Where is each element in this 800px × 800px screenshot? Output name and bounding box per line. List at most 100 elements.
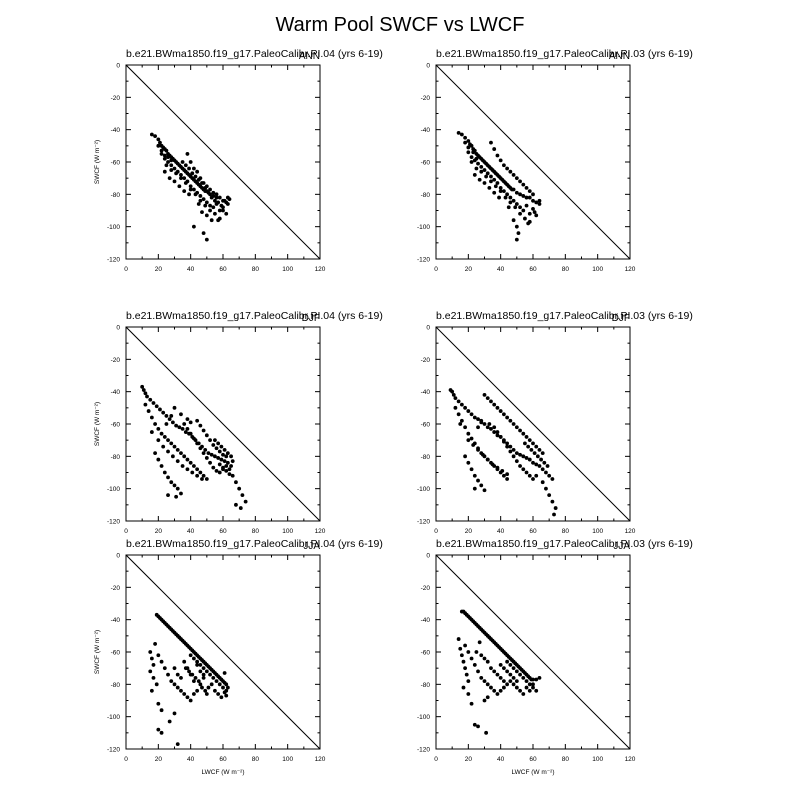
data-point (531, 685, 535, 690)
data-point (211, 205, 216, 210)
data-point (516, 231, 521, 236)
scatter-panel-1: 0 20 40 60 80 100 120 0 -20 -40 -60 -80 -100 -120 b.e2… (94, 48, 383, 273)
data-point (143, 402, 148, 407)
data-point (209, 452, 214, 457)
y-tick-label: -100 (107, 224, 120, 231)
data-point (482, 679, 487, 683)
data-point (198, 669, 203, 674)
data-point (492, 402, 497, 407)
data-point (185, 417, 190, 422)
data-point (492, 669, 497, 674)
data-point (514, 669, 519, 674)
data-point (148, 650, 153, 654)
data-point (529, 447, 534, 452)
data-point (518, 452, 522, 457)
data-point (531, 460, 535, 465)
data-point (169, 163, 174, 168)
data-point (476, 161, 480, 166)
data-point (498, 189, 503, 194)
data-point (164, 148, 169, 153)
data-point (162, 435, 167, 439)
data-point (214, 192, 219, 197)
data-point (183, 666, 188, 671)
data-point (187, 166, 191, 171)
data-point (201, 666, 206, 671)
data-point (521, 208, 526, 213)
data-point (222, 671, 227, 675)
data-point (192, 692, 196, 696)
data-point (234, 502, 238, 507)
data-point (222, 447, 227, 452)
data-point (489, 174, 493, 179)
data-point (224, 693, 229, 698)
data-point (193, 675, 198, 680)
data-point (201, 428, 206, 433)
data-point (143, 391, 148, 396)
x-tick-label: 100 (282, 266, 293, 273)
data-point (172, 711, 177, 716)
data-point (495, 405, 500, 410)
data-point (531, 441, 535, 446)
data-point (511, 675, 516, 680)
data-point (463, 135, 467, 140)
figure-title: Warm Pool SWCF vs LWCF (276, 14, 525, 36)
x-tick-label: 20 (465, 528, 473, 535)
data-point (472, 663, 477, 667)
data-point (159, 431, 164, 436)
data-point (506, 205, 511, 210)
data-point (243, 499, 248, 504)
data-point (511, 454, 516, 459)
data-point (498, 688, 503, 693)
data-point (183, 181, 188, 185)
data-point (540, 451, 545, 455)
data-point (508, 672, 513, 677)
data-point (187, 192, 191, 197)
data-point (505, 192, 510, 197)
data-point (511, 447, 516, 452)
data-point (217, 208, 222, 213)
data-point (151, 663, 156, 667)
data-point (544, 486, 548, 491)
data-point (461, 659, 466, 664)
y-tick-label: -100 (417, 224, 430, 231)
season-label: JJA (613, 541, 630, 552)
data-point (166, 672, 170, 677)
x-tick-label: 80 (252, 266, 260, 273)
data-point (534, 677, 539, 682)
data-point (148, 397, 153, 402)
x-tick-label: 120 (625, 266, 636, 273)
y-tick-label: 0 (426, 63, 430, 70)
data-point (204, 477, 209, 481)
data-point (158, 140, 162, 145)
data-point (172, 444, 177, 449)
data-point (523, 216, 527, 221)
data-point (472, 486, 477, 491)
data-point (192, 464, 196, 468)
data-point (217, 682, 222, 687)
data-point (532, 210, 537, 215)
data-point (214, 468, 219, 473)
data-point (479, 169, 484, 174)
data-point (495, 181, 500, 185)
data-point (495, 465, 500, 470)
data-point (187, 669, 191, 674)
data-point (172, 666, 177, 671)
data-point (213, 688, 217, 693)
x-tick-label: 120 (315, 266, 326, 273)
x-tick-label: 20 (155, 756, 163, 763)
y-tick-label: -40 (421, 389, 431, 396)
data-point (227, 472, 232, 477)
data-point (511, 187, 516, 192)
data-point (476, 425, 480, 430)
data-point (172, 179, 177, 184)
data-point (466, 145, 471, 150)
data-point (162, 156, 167, 161)
data-point (495, 672, 500, 677)
data-point (213, 198, 217, 203)
data-point (534, 213, 539, 218)
data-point (485, 659, 490, 664)
data-point (203, 185, 208, 190)
data-point (459, 653, 464, 658)
data-point (482, 698, 487, 703)
data-point (179, 176, 183, 181)
